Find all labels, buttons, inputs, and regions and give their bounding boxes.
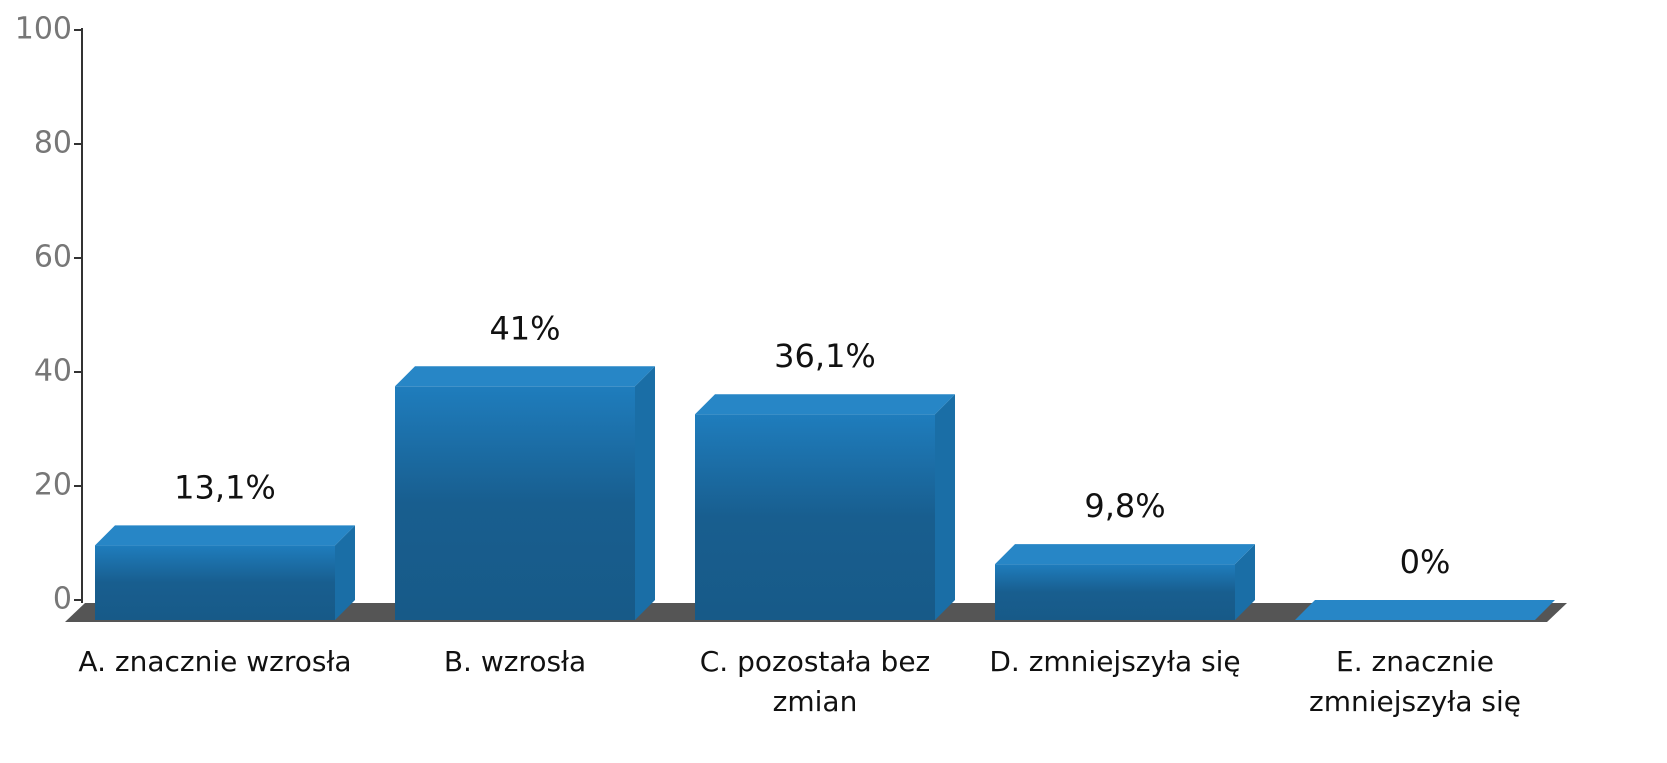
bar-top [995, 544, 1255, 565]
bar-top [695, 394, 955, 415]
bar-side [335, 525, 355, 620]
bar-front [695, 414, 935, 620]
x-tick-label: E. znacznie zmniejszyła się [1309, 645, 1521, 718]
x-tick-label: B. wzrosła [443, 645, 587, 678]
bar [95, 525, 355, 620]
bar-front [395, 386, 635, 620]
value-label: 13,1% [174, 468, 276, 506]
bar [695, 394, 955, 620]
y-tick-label: 0 [53, 582, 72, 617]
bar-side [1235, 544, 1255, 620]
y-tick-label: 100 [15, 12, 72, 47]
bar-top [1295, 600, 1555, 620]
value-label: 41% [489, 309, 560, 347]
bar-top [95, 525, 355, 546]
x-tick-label: D. zmniejszyła się [989, 645, 1241, 678]
bar-side [635, 366, 655, 620]
bar-front [95, 545, 335, 620]
y-tick-label: 20 [34, 468, 72, 503]
y-tick-label: 40 [34, 354, 72, 389]
y-tick-label: 60 [34, 240, 72, 275]
bar [995, 544, 1255, 620]
value-label: 9,8% [1084, 487, 1165, 525]
bar [1295, 600, 1555, 620]
value-label: 0% [1400, 543, 1451, 581]
bar-side [935, 394, 955, 620]
x-tick-label: A. znacznie wzrosła [78, 645, 352, 678]
bar [395, 366, 655, 620]
y-tick-label: 80 [34, 126, 72, 161]
value-label: 36,1% [774, 337, 876, 375]
bar-front [995, 564, 1235, 620]
bar-top [395, 366, 655, 387]
x-tick-label: C. pozostała bez zmian [699, 645, 931, 718]
